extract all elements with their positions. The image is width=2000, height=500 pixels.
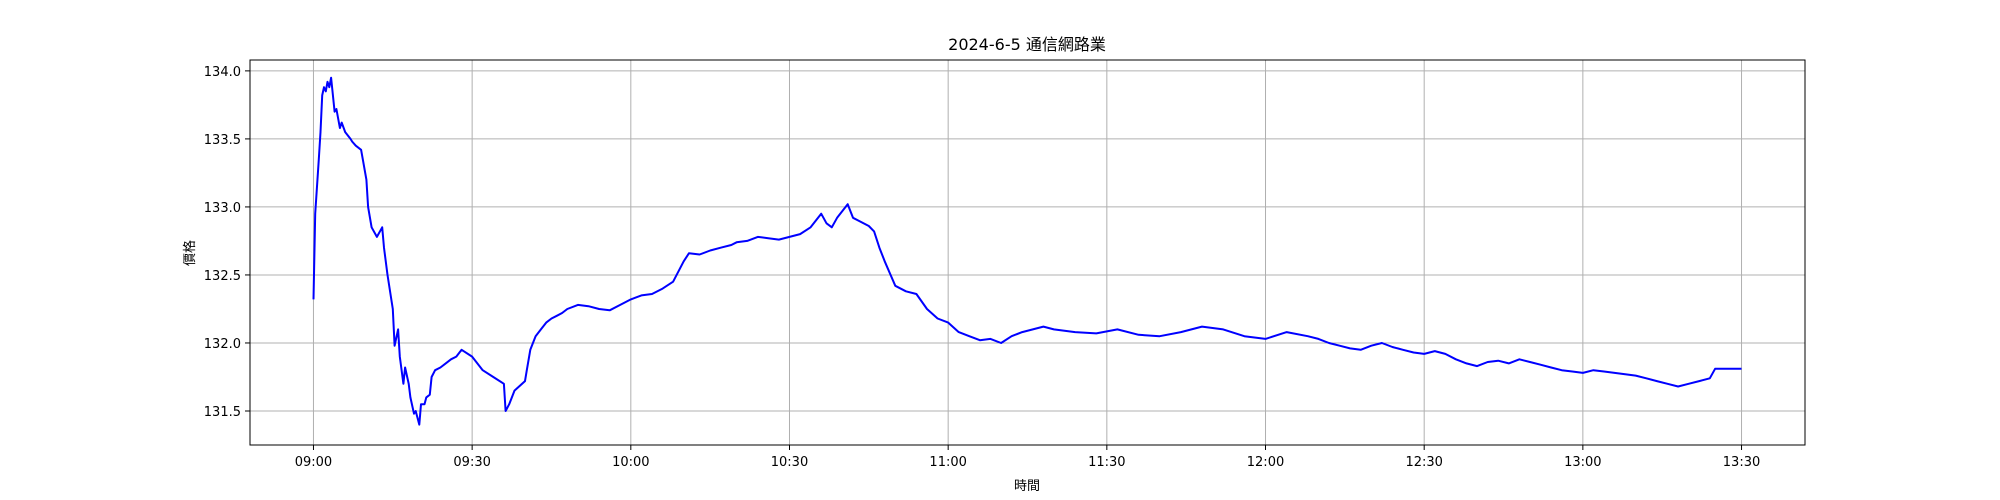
x-tick-label: 11:00 [929, 455, 966, 470]
x-tick-label: 13:00 [1564, 455, 1601, 470]
series-layer [312, 76, 1742, 426]
x-tick-label: 10:00 [612, 455, 649, 470]
y-axis: 131.5 132.0 132.5 133.0 133.5 134.0 [204, 65, 250, 420]
plot-frame [249, 59, 1806, 446]
x-tick-label: 09:30 [453, 455, 490, 470]
y-axis-label: 價格 [182, 240, 198, 266]
y-tick-label: 132.0 [204, 337, 241, 352]
x-tick-label: 13:30 [1723, 455, 1760, 470]
y-tick-label: 133.0 [204, 201, 241, 216]
y-tick-label: 133.5 [204, 133, 241, 148]
x-tick-label: 10:30 [771, 455, 808, 470]
x-axis-label: 時間 [1014, 479, 1040, 494]
chart-title: 2024-6-5 通信網路業 [948, 35, 1106, 54]
x-tick-label: 09:00 [295, 455, 332, 470]
y-tick-label: 132.5 [204, 269, 241, 284]
x-tick-label: 12:00 [1247, 455, 1284, 470]
x-tick-label: 12:30 [1405, 455, 1442, 470]
x-tick-label: 11:30 [1088, 455, 1125, 470]
price-series-line [312, 76, 1742, 426]
grid [250, 60, 1805, 445]
y-tick-label: 131.5 [204, 405, 241, 420]
x-axis: 09:00 09:30 10:00 10:30 11:00 11:30 12:00 12:30… [295, 445, 1760, 470]
y-tick-label: 134.0 [204, 65, 241, 80]
